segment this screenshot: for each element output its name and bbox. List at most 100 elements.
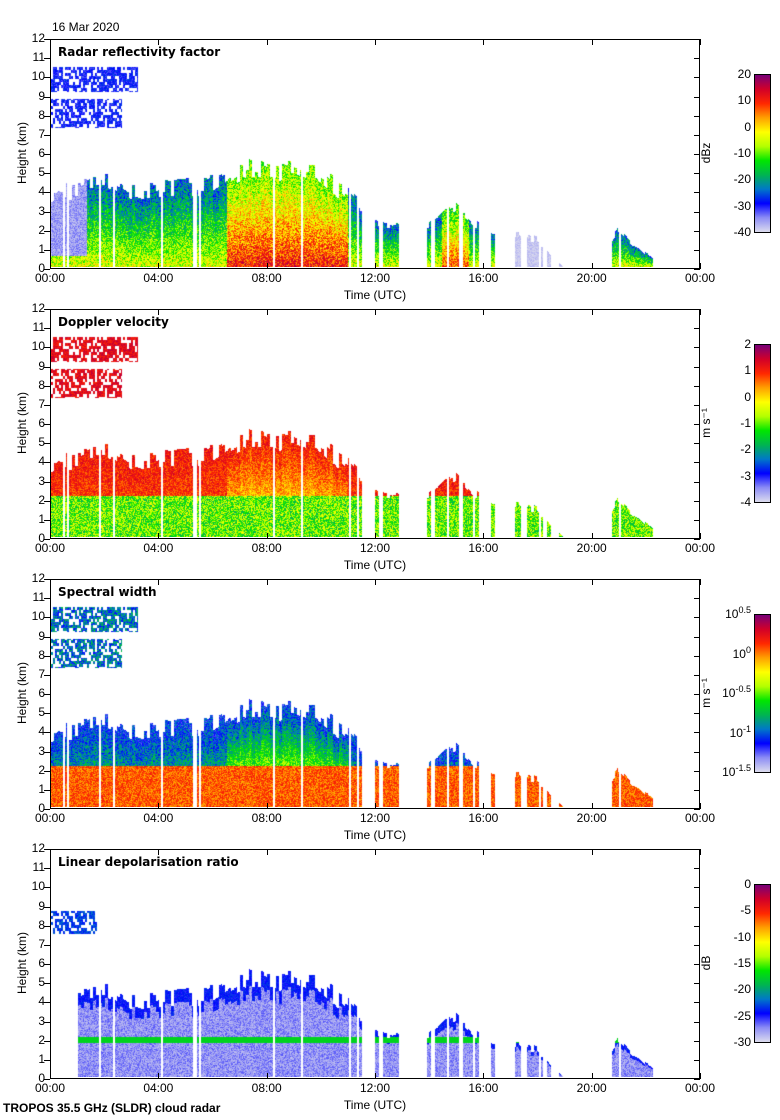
y-tick-right bbox=[694, 655, 700, 657]
x-tick-label: 00:00 bbox=[684, 1081, 716, 1095]
x-tick-bottom bbox=[591, 263, 593, 269]
colorbar-tick-label: 10-0.5 bbox=[722, 684, 751, 701]
y-tick-left bbox=[44, 173, 50, 175]
x-axis-label: Time (UTC) bbox=[343, 558, 407, 572]
x-axis-label: Time (UTC) bbox=[343, 288, 407, 302]
y-tick-left bbox=[44, 1040, 50, 1042]
y-tick-label: 8 bbox=[38, 917, 45, 932]
x-tick-bottom bbox=[158, 1073, 160, 1079]
y-tick-left bbox=[44, 39, 50, 40]
y-tick-left bbox=[44, 462, 50, 464]
x-tick-top bbox=[50, 309, 51, 315]
x-tick-label: 20:00 bbox=[576, 1081, 607, 1095]
x-tick-label: 08:00 bbox=[251, 541, 282, 555]
x-tick-bottom bbox=[50, 263, 51, 269]
y-axis-label: Height (km) bbox=[15, 932, 29, 995]
colorbar-tick-label: 10-1 bbox=[729, 723, 751, 740]
y-tick-label: 7 bbox=[38, 396, 45, 411]
panel-title: Linear depolarisation ratio bbox=[58, 855, 239, 869]
x-tick-label: 04:00 bbox=[143, 541, 174, 555]
y-tick-left bbox=[44, 481, 50, 483]
x-tick-bottom bbox=[158, 533, 160, 539]
heatmap-canvas bbox=[51, 850, 698, 1077]
x-tick-bottom bbox=[483, 263, 485, 269]
colorbar-tick-label: 0 bbox=[744, 389, 751, 404]
y-tick-label: 9 bbox=[38, 628, 45, 643]
plot-area: Spectral width bbox=[50, 579, 700, 809]
y-tick-left bbox=[44, 636, 50, 638]
x-tick-bottom bbox=[700, 803, 701, 809]
x-tick-bottom bbox=[591, 533, 593, 539]
y-tick-label: 9 bbox=[38, 358, 45, 373]
y-tick-right bbox=[694, 636, 700, 638]
y-tick-right bbox=[694, 309, 700, 310]
y-tick-left bbox=[44, 192, 50, 194]
x-tick-top bbox=[158, 309, 160, 315]
y-tick-label: 10 bbox=[31, 879, 45, 894]
x-tick-label: 00:00 bbox=[684, 271, 716, 285]
y-tick-left bbox=[44, 655, 50, 657]
y-tick-label: 12 bbox=[31, 571, 45, 585]
y-tick-left bbox=[44, 154, 50, 155]
y-tick-right bbox=[694, 500, 700, 502]
y-tick-right bbox=[694, 732, 700, 734]
y-tick-left bbox=[44, 751, 50, 753]
colorbar-unit-label: m s⁻¹ bbox=[699, 408, 713, 438]
y-tick-right bbox=[694, 481, 700, 483]
x-tick-label: 00:00 bbox=[34, 271, 66, 285]
y-tick-label: 7 bbox=[38, 936, 45, 951]
y-tick-right bbox=[694, 925, 700, 927]
y-tick-right bbox=[694, 944, 700, 946]
y-tick-label: 9 bbox=[38, 898, 45, 913]
y-tick-left bbox=[44, 385, 50, 387]
colorbar-unit-label: m s⁻¹ bbox=[699, 678, 713, 708]
x-tick-label: 00:00 bbox=[34, 1081, 66, 1095]
y-tick-label: 4 bbox=[38, 184, 45, 199]
colorbar-tick-label: -30 bbox=[733, 198, 751, 213]
y-tick-left bbox=[44, 269, 50, 270]
y-tick-label: 4 bbox=[38, 454, 45, 469]
y-tick-label: 4 bbox=[38, 994, 45, 1009]
panel-title: Doppler velocity bbox=[58, 315, 169, 329]
x-tick-top bbox=[266, 849, 268, 855]
y-tick-label: 7 bbox=[38, 126, 45, 141]
y-tick-label: 1 bbox=[38, 781, 45, 796]
x-tick-label: 16:00 bbox=[468, 811, 499, 825]
footer-label: TROPOS 35.5 GHz (SLDR) cloud radar bbox=[3, 1101, 221, 1115]
y-tick-left bbox=[44, 789, 50, 791]
x-tick-bottom bbox=[375, 1073, 376, 1079]
x-tick-label: 20:00 bbox=[576, 811, 607, 825]
colorbar-tick-label: 20 bbox=[737, 67, 751, 81]
x-tick-bottom bbox=[375, 263, 376, 269]
x-tick-top bbox=[700, 849, 701, 855]
y-tick-label: 2 bbox=[38, 492, 45, 507]
colorbar-tick-label: -20 bbox=[733, 172, 751, 187]
heatmap-canvas bbox=[51, 310, 698, 537]
y-tick-left bbox=[44, 1079, 50, 1080]
y-tick-label: 12 bbox=[31, 301, 45, 315]
y-tick-label: 5 bbox=[38, 435, 45, 450]
y-tick-right bbox=[694, 366, 700, 368]
colorbar-tick-label: 0 bbox=[744, 119, 751, 134]
date-label: 16 Mar 2020 bbox=[52, 20, 120, 34]
y-tick-right bbox=[694, 789, 700, 791]
x-tick-bottom bbox=[700, 1073, 701, 1079]
y-tick-label: 0 bbox=[38, 531, 45, 545]
y-tick-left bbox=[44, 249, 50, 251]
y-tick-label: 5 bbox=[38, 705, 45, 720]
colorbar-tick-label: -20 bbox=[733, 982, 751, 997]
colorbar-tick-label: -4 bbox=[740, 495, 751, 509]
colorbar-tick-label: 100 bbox=[732, 644, 751, 661]
y-tick-left bbox=[44, 598, 50, 600]
y-tick-label: 11 bbox=[32, 860, 45, 875]
y-axis-label: Height (km) bbox=[15, 122, 29, 185]
x-tick-label: 12:00 bbox=[359, 811, 391, 825]
x-tick-top bbox=[375, 309, 376, 315]
colorbar-tick-label: 10-1.5 bbox=[722, 763, 751, 780]
y-tick-right bbox=[694, 1040, 700, 1042]
x-tick-bottom bbox=[266, 263, 268, 269]
y-tick-label: 6 bbox=[38, 416, 45, 430]
x-tick-top bbox=[483, 849, 485, 855]
y-tick-right bbox=[694, 249, 700, 251]
y-tick-left bbox=[44, 328, 50, 330]
